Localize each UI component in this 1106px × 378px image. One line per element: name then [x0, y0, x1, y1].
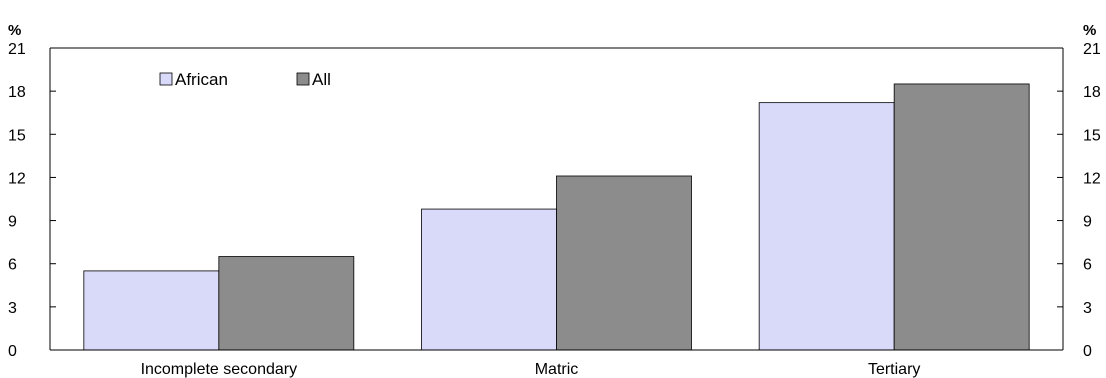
y-tick-label-left: 0 — [8, 343, 17, 360]
x-tick-label: Tertiary — [868, 361, 920, 378]
bar-african-1 — [83, 270, 220, 351]
y-tick-label-right: 3 — [1083, 300, 1092, 317]
y-tick-label-right: 15 — [1083, 127, 1101, 144]
y-tick-label-left: 9 — [8, 214, 17, 231]
right-axis-unit: % — [1083, 22, 1096, 39]
y-tick-label-left: 18 — [8, 84, 26, 101]
bar-all-2 — [556, 175, 692, 351]
legend-swatch-african — [159, 72, 173, 86]
y-tick-label-left: 15 — [8, 127, 26, 144]
legend-label-all: All — [312, 70, 331, 89]
y-tick-label-right: 18 — [1083, 84, 1101, 101]
x-tick-label: Incomplete secondary — [141, 361, 298, 378]
y-tick-label-left: 12 — [8, 170, 26, 187]
plot-area: Incomplete secondary Matric Tertiary 0 0 3 3 6 6… — [8, 41, 1101, 378]
x-tick-label: Matric — [535, 361, 579, 378]
y-tick-label-left: 3 — [8, 300, 17, 317]
legend-swatch-all — [296, 72, 310, 86]
bar-all-1 — [218, 256, 355, 351]
y-tick-label-right: 9 — [1083, 214, 1092, 231]
y-tick-label-right: 0 — [1083, 343, 1092, 360]
y-tick-label-left: 21 — [8, 41, 26, 58]
legend-label-african: African — [175, 70, 228, 89]
bar-african-3 — [758, 102, 895, 351]
bar-all-3 — [893, 83, 1030, 351]
bar-african-2 — [421, 208, 557, 351]
y-tick-label-right: 12 — [1083, 170, 1101, 187]
y-tick-label-left: 6 — [8, 257, 17, 274]
y-tick-label-right: 6 — [1083, 257, 1092, 274]
left-axis-unit: % — [8, 22, 21, 39]
legend: African All — [159, 70, 331, 89]
y-tick-label-right: 21 — [1083, 41, 1101, 58]
